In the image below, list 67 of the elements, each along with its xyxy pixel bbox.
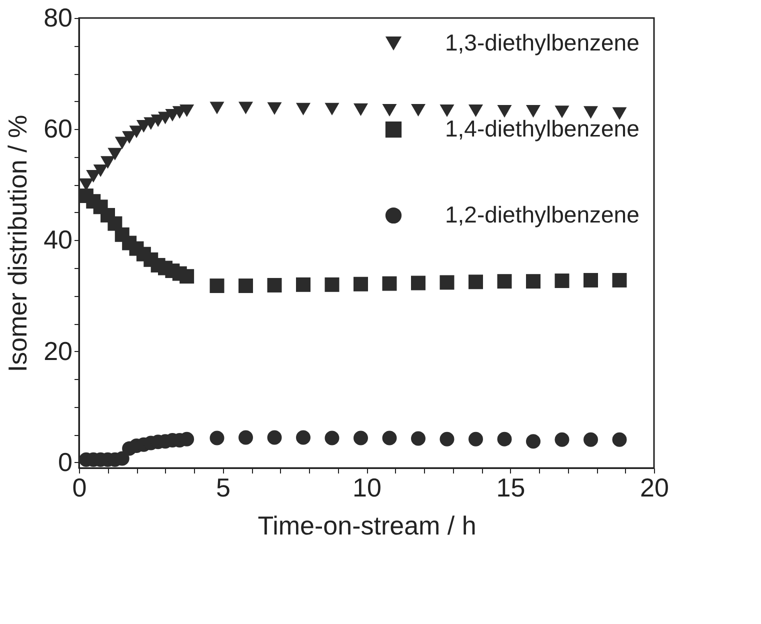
y-tick-label: 0 (58, 446, 72, 477)
point (584, 272, 598, 288)
point (497, 274, 512, 289)
point (554, 432, 570, 447)
point (114, 136, 130, 150)
x-axis-title: Time-on-stream / h (258, 510, 476, 540)
point (526, 434, 540, 449)
point (296, 430, 310, 445)
point (382, 430, 397, 446)
point (100, 156, 115, 169)
point (468, 432, 483, 446)
point (554, 274, 570, 288)
point (129, 126, 144, 138)
point (612, 272, 627, 288)
point (382, 104, 397, 116)
legend-label: 1,4-diethylbenzene (445, 116, 640, 142)
point (210, 278, 224, 294)
point (468, 274, 483, 290)
point (324, 102, 340, 116)
point (497, 105, 512, 118)
point (296, 277, 310, 292)
point (612, 432, 627, 447)
point (324, 277, 340, 292)
point (411, 431, 426, 446)
point (354, 430, 368, 446)
point (612, 107, 627, 120)
point (108, 148, 122, 160)
point (180, 104, 194, 118)
y-tick-label: 60 (44, 114, 72, 144)
point (210, 102, 224, 114)
y-tick-label: 40 (44, 224, 72, 255)
point (296, 102, 310, 116)
point (584, 432, 598, 447)
y-axis-title: Isomer distribution / % (2, 114, 33, 372)
point (584, 106, 598, 119)
point (267, 278, 282, 292)
point (93, 164, 108, 178)
x-tick-label: 15 (496, 472, 526, 502)
point (497, 432, 512, 446)
point (354, 103, 368, 116)
point (238, 278, 253, 294)
point (324, 430, 340, 446)
point (267, 430, 282, 445)
point (180, 269, 194, 284)
legend-label: 1,2-diethylbenzene (445, 202, 640, 228)
point (267, 102, 282, 115)
x-tick-label: 5 (216, 472, 230, 502)
legend-label: 1,3-diethylbenzene (445, 30, 640, 56)
point (238, 430, 253, 445)
point (210, 430, 224, 446)
point (382, 276, 397, 291)
x-tick-label: 10 (352, 472, 382, 502)
point (78, 178, 94, 191)
point (468, 104, 483, 118)
point (526, 105, 540, 118)
point (440, 275, 454, 290)
point (526, 274, 540, 289)
point (411, 276, 426, 290)
point (411, 104, 426, 116)
point (440, 104, 454, 118)
point (554, 106, 570, 118)
y-tick-label: 20 (44, 336, 72, 366)
x-tick-label: 20 (640, 472, 669, 502)
point (354, 276, 368, 292)
y-tick-label: 80 (44, 2, 72, 32)
point (238, 102, 253, 114)
point (440, 432, 454, 446)
